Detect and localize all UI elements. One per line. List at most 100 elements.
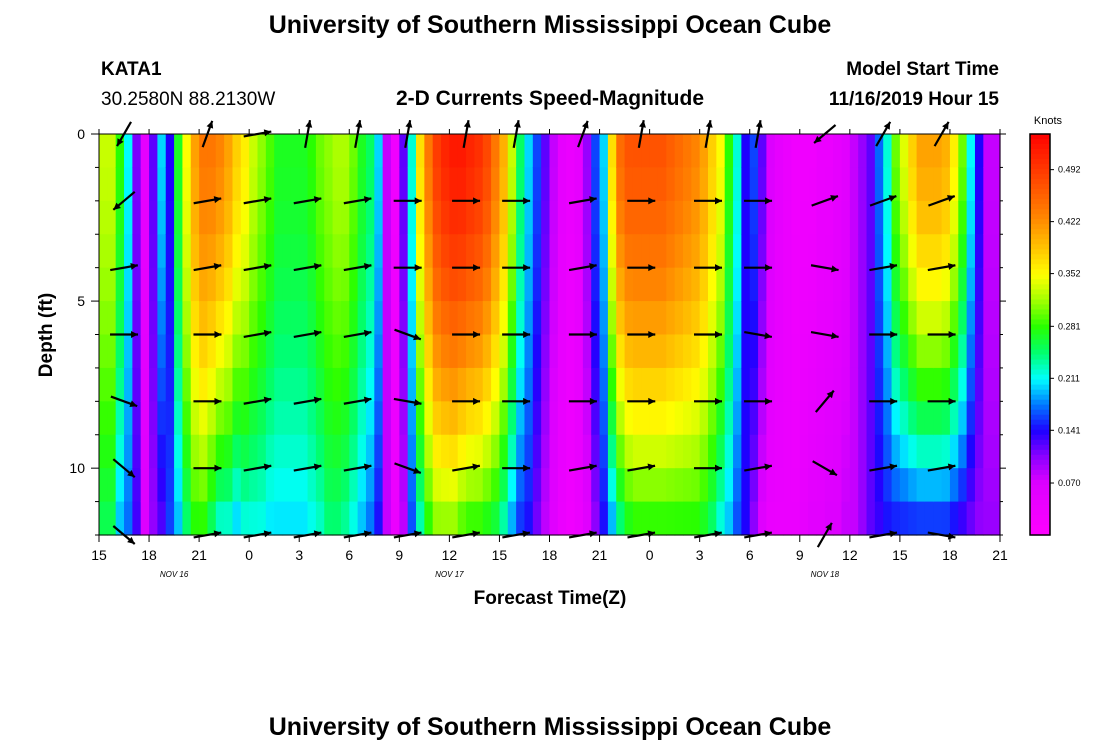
heatmap-cell — [424, 167, 434, 202]
heatmap-cell — [916, 401, 926, 436]
heatmap-cell — [149, 267, 158, 302]
heatmap-cell — [390, 200, 400, 235]
colorbar-segment — [1030, 359, 1050, 366]
heatmap-cell — [399, 134, 409, 169]
heatmap-cell — [265, 200, 275, 235]
heatmap-cell — [232, 200, 242, 235]
heatmap-cell — [991, 167, 1001, 202]
heatmap-cell — [182, 434, 192, 469]
heatmap-cell — [883, 401, 893, 436]
heatmap-cell — [99, 334, 108, 369]
heatmap-cell — [199, 434, 209, 469]
heatmap-cell — [649, 401, 659, 436]
heatmap-cell — [199, 134, 209, 169]
heatmap-cell — [716, 267, 726, 302]
heatmap-cell — [924, 301, 934, 336]
vector-head — [764, 332, 772, 340]
heatmap-cell — [157, 200, 167, 235]
heatmap-cell — [124, 367, 133, 402]
heatmap-cell — [282, 200, 292, 235]
heatmap-cell — [682, 167, 692, 202]
heatmap-cell — [924, 134, 934, 169]
heatmap-cell — [307, 301, 317, 336]
heatmap-cell — [666, 267, 676, 302]
heatmap-cell — [741, 367, 751, 402]
heatmap-cell — [758, 367, 768, 402]
heatmap-cell — [649, 234, 659, 269]
x-tick-label: 21 — [992, 547, 1008, 563]
heatmap-cell — [507, 167, 517, 202]
heatmap-cell — [833, 134, 843, 169]
heatmap-cell — [282, 367, 292, 402]
heatmap-cell — [716, 501, 726, 536]
heatmap-cell — [532, 267, 542, 302]
heatmap-cell — [432, 367, 442, 402]
heatmap-cell — [324, 234, 334, 269]
heatmap-cell — [340, 501, 350, 536]
heatmap-cell — [899, 301, 909, 336]
heatmap-cell — [766, 167, 776, 202]
x-tick-label: 18 — [141, 547, 157, 563]
heatmap-cell — [908, 200, 918, 235]
heatmap-cell — [257, 367, 267, 402]
heatmap-cell — [599, 134, 609, 169]
current-vector — [869, 463, 898, 472]
colorbar-label: 0.422 — [1058, 217, 1081, 227]
heatmap-cell — [315, 134, 325, 169]
vector-head — [355, 120, 363, 128]
heatmap-cell — [424, 501, 434, 536]
heatmap-cell — [190, 167, 200, 202]
heatmap-cell — [249, 167, 259, 202]
heatmap-cell — [699, 234, 709, 269]
heatmap — [99, 134, 1001, 536]
heatmap-cell — [374, 167, 384, 202]
heatmap-cell — [99, 200, 108, 235]
heatmap-cell — [357, 234, 367, 269]
heatmap-cell — [541, 267, 551, 302]
heatmap-cell — [616, 401, 626, 436]
heatmap-cell — [224, 267, 234, 302]
heatmap-cell — [891, 434, 901, 469]
heatmap-cell — [991, 267, 1001, 302]
heatmap-cell — [416, 301, 425, 336]
heatmap-cell — [724, 434, 734, 469]
heatmap-cell — [424, 367, 434, 402]
colorbar-segment — [1030, 484, 1050, 491]
heatmap-cell — [791, 267, 801, 302]
heatmap-cell — [107, 301, 117, 336]
heatmap-cell — [174, 167, 184, 202]
heatmap-cell — [466, 134, 476, 169]
heatmap-cell — [824, 134, 834, 169]
vector-head — [829, 468, 837, 476]
heatmap-cell — [566, 501, 576, 536]
heatmap-cell — [482, 434, 492, 469]
heatmap-cell — [916, 468, 926, 503]
colorbar-segment — [1030, 174, 1050, 180]
heatmap-cell — [641, 367, 651, 402]
heatmap-cell — [274, 434, 284, 469]
heatmap-cell — [791, 334, 801, 369]
vector-head — [463, 120, 471, 128]
heatmap-cell — [666, 434, 676, 469]
heatmap-cell — [933, 267, 943, 302]
heatmap-cell — [783, 167, 793, 202]
heatmap-cell — [215, 468, 225, 503]
vector-head — [130, 263, 138, 270]
heatmap-cell — [340, 401, 350, 436]
heatmap-cell — [874, 501, 884, 536]
vector-head — [942, 121, 949, 130]
heatmap-cell — [332, 234, 342, 269]
heatmap-cell — [799, 434, 809, 469]
colorbar-segment — [1030, 169, 1050, 175]
heatmap-cell — [432, 234, 442, 269]
heatmap-cell — [457, 301, 467, 336]
vector-head — [313, 463, 322, 471]
heatmap-cell — [758, 301, 768, 336]
heatmap-cell — [207, 468, 217, 503]
heatmap-cell — [299, 167, 309, 202]
heatmap-cell — [307, 267, 317, 302]
heatmap-cell — [841, 200, 851, 235]
heatmap-cell — [307, 167, 317, 202]
heatmap-cell — [249, 501, 259, 536]
heatmap-cell — [899, 267, 909, 302]
